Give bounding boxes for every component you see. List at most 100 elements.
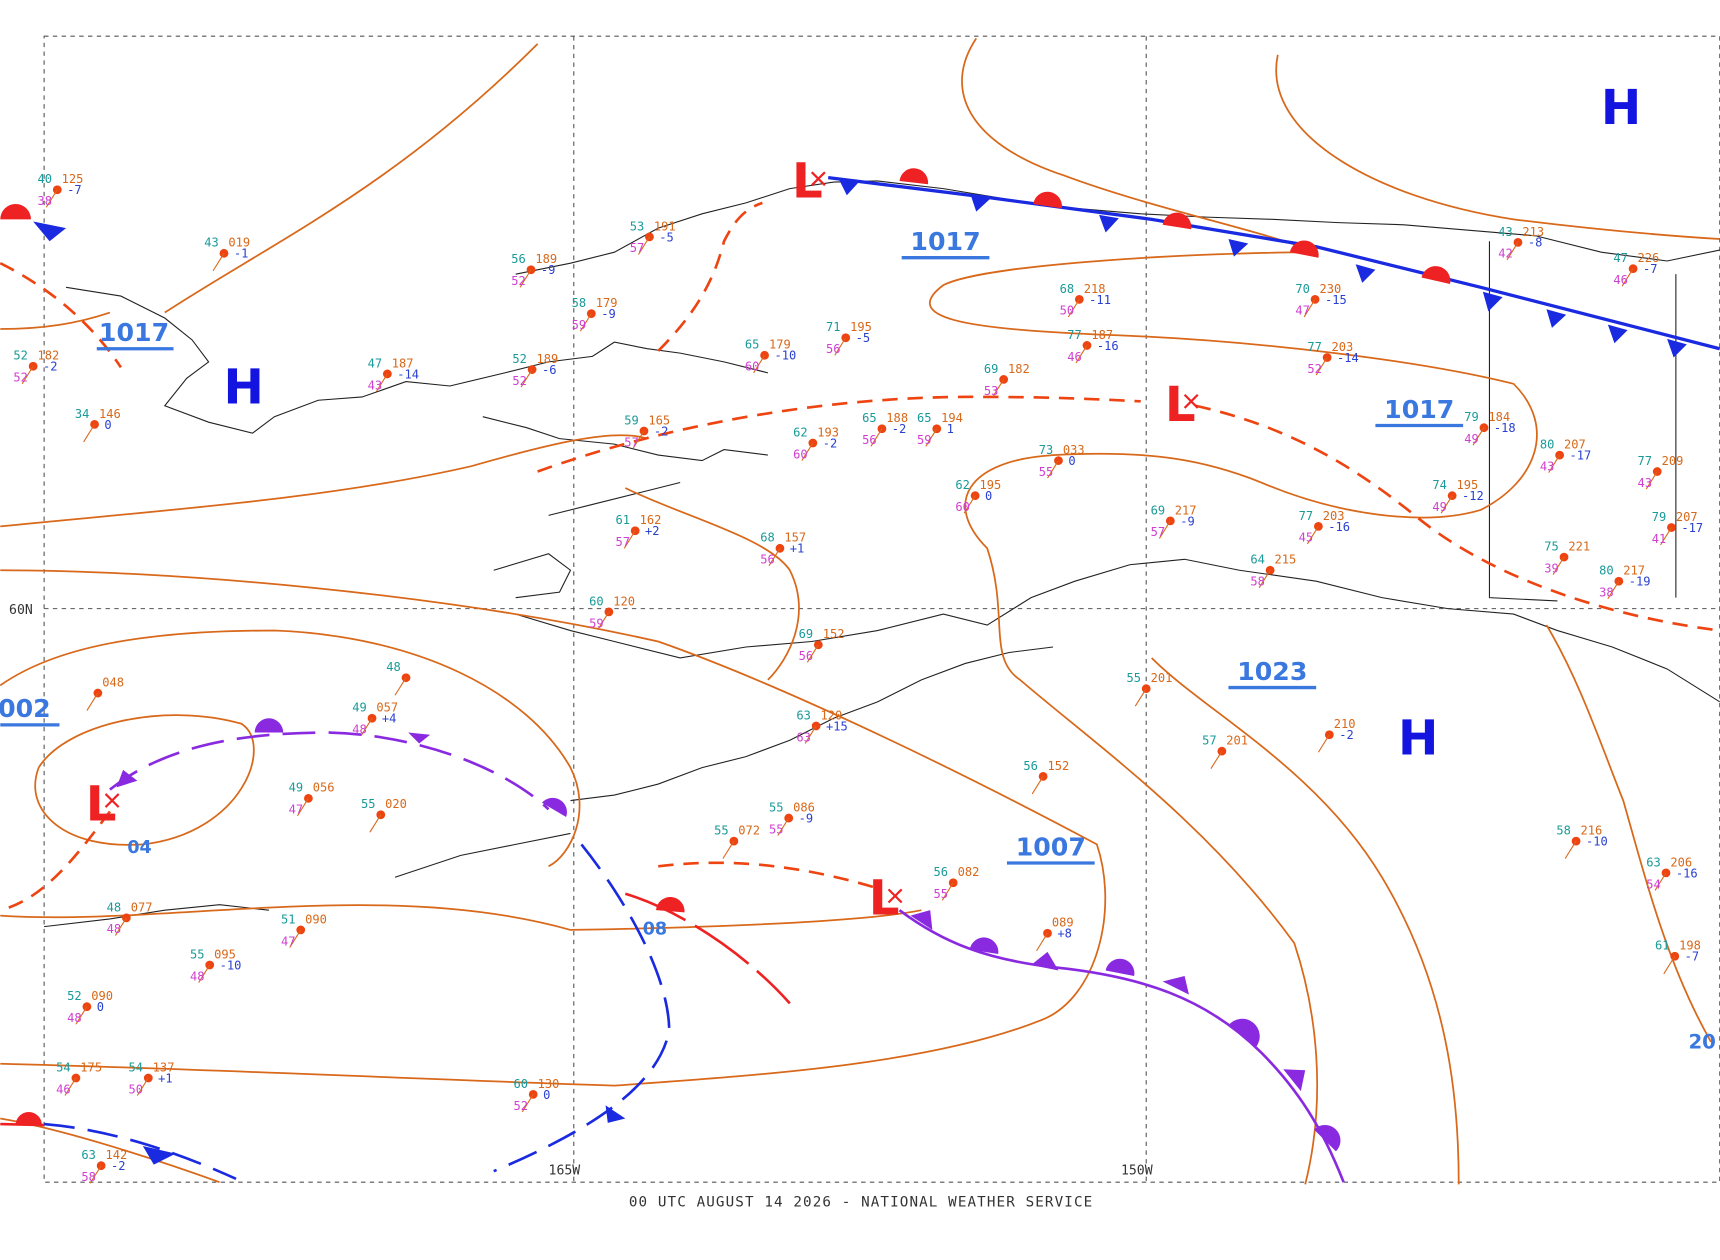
- station: 55 095 48 -10: [190, 947, 241, 983]
- station-circle: [1479, 423, 1489, 433]
- station: 63 206 54 -16: [1646, 855, 1697, 891]
- wind-barb: [114, 917, 127, 936]
- station: 63 142 58 -2: [81, 1148, 127, 1184]
- occluded-front: [109, 718, 1345, 1183]
- station-tend: -7: [1643, 262, 1658, 276]
- station-dew: 55: [933, 887, 948, 901]
- station-temp: 47: [1613, 251, 1628, 265]
- station-press: 207: [1564, 438, 1586, 452]
- wind-barb: [623, 530, 636, 549]
- station: 70 230 47 -15: [1295, 282, 1346, 318]
- wind-barb: [1031, 776, 1044, 795]
- station-press: 207: [1676, 510, 1698, 524]
- trough: [537, 395, 1141, 473]
- station-dew: 52: [511, 274, 526, 288]
- station: 68 157 56 +1: [760, 531, 806, 567]
- station-dew: 59: [917, 433, 932, 447]
- wind-barb: [1303, 299, 1316, 318]
- station: 54 137 50 +1: [129, 1060, 175, 1096]
- station-temp: 77: [1307, 340, 1322, 354]
- station-temp: 43: [1498, 225, 1513, 239]
- station: 60 120 59: [589, 594, 635, 630]
- station-dew: 41: [1652, 532, 1667, 546]
- station-press: 072: [738, 824, 760, 838]
- station: 59 165 57 -2: [624, 413, 670, 449]
- wind-barb: [753, 355, 766, 374]
- wind-barb: [83, 424, 96, 443]
- station-tend: -2: [654, 424, 669, 438]
- station-dew: 43: [368, 378, 383, 392]
- station: 65 188 56 -2: [862, 411, 908, 447]
- station: 64 215 58: [1250, 553, 1296, 589]
- wind-barb: [296, 798, 309, 817]
- station-tend: 0: [985, 489, 992, 503]
- station-dew: 57: [1151, 525, 1166, 539]
- lat-label: 60N: [9, 603, 33, 618]
- station-temp: 73: [1039, 443, 1054, 457]
- station-tend: -9: [799, 811, 814, 825]
- isobar-label: 1017: [99, 318, 169, 347]
- station-tend: -15: [1325, 293, 1347, 307]
- station-dew: 59: [572, 318, 587, 332]
- stationary-front: [0, 168, 1720, 358]
- station-dew: 48: [107, 922, 122, 936]
- station-circle: [121, 913, 131, 923]
- station-press: 209: [1662, 454, 1684, 468]
- station-temp: 57: [1202, 734, 1217, 748]
- station-press: 206: [1670, 855, 1692, 869]
- station-press: 162: [640, 513, 662, 527]
- station-dew: 52: [1307, 362, 1322, 376]
- station-press: 213: [1522, 225, 1544, 239]
- station-press: 203: [1323, 509, 1345, 523]
- station-tend: +4: [382, 712, 397, 726]
- station-tend: -18: [1494, 421, 1516, 435]
- station-press: 120: [613, 594, 635, 608]
- station-dew: 45: [1299, 531, 1314, 545]
- station: 79 207 41 -17: [1652, 510, 1703, 546]
- wind-barb: [1472, 427, 1485, 446]
- station-temp: 58: [1556, 824, 1571, 838]
- wind-barb: [1067, 299, 1080, 318]
- station-temp: 68: [760, 531, 775, 545]
- station-press: 077: [131, 900, 153, 914]
- isobar-label: 20: [1688, 1030, 1715, 1053]
- station: 210-2: [1317, 717, 1355, 753]
- station-dew: 57: [630, 241, 645, 255]
- station: 62 193 60 -2: [793, 425, 839, 461]
- station-temp: 51: [281, 912, 296, 926]
- station-circle: [526, 265, 536, 275]
- station-dew: 49: [1432, 500, 1447, 514]
- station: 52 182 52 -2: [13, 349, 59, 385]
- wind-barb: [801, 442, 814, 461]
- wind-barb: [1075, 345, 1088, 364]
- isobars: [0, 37, 1720, 1185]
- station-temp: 54: [129, 1060, 144, 1074]
- wind-barb: [834, 337, 847, 356]
- wind-barb: [86, 692, 99, 711]
- station: 53 191 57 -5: [630, 219, 676, 255]
- station-press: 195: [850, 320, 872, 334]
- station-tend: 1: [947, 422, 954, 436]
- station-press: 152: [1048, 759, 1070, 773]
- station-tend: -7: [1685, 950, 1700, 964]
- station-press: 095: [214, 947, 236, 961]
- station-tend: -9: [541, 263, 556, 277]
- station: 55 086 55 -9: [769, 800, 815, 836]
- station-temp: 49: [289, 781, 304, 795]
- station-press: 089: [1052, 916, 1074, 930]
- station-dew: 60: [793, 447, 808, 461]
- wind-barb: [925, 428, 938, 447]
- station: 69 217 57 -9: [1151, 503, 1197, 539]
- station-temp: 61: [615, 513, 630, 527]
- station-press: 179: [769, 338, 791, 352]
- station-tend: -5: [856, 331, 871, 345]
- station-temp: 55: [714, 824, 729, 838]
- station-dew: 46: [1613, 273, 1628, 287]
- high-center: H: [224, 360, 264, 416]
- wind-barb: [45, 189, 58, 208]
- wind-barb: [1315, 357, 1328, 376]
- station: 69 152 56: [799, 627, 845, 663]
- low-centers: L L L L: [86, 153, 1199, 927]
- station-temp: 64: [1250, 553, 1265, 567]
